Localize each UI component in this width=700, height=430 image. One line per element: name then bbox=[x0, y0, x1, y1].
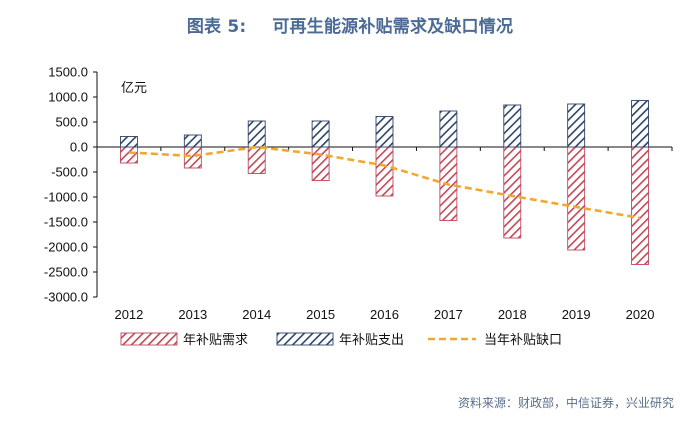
bars bbox=[119, 100, 650, 265]
y-tick-label: 0.0 bbox=[70, 140, 88, 155]
y-tick-label: -2000.0 bbox=[44, 240, 88, 255]
spending-bar bbox=[183, 134, 202, 148]
y-tick-label: -1500.0 bbox=[44, 215, 88, 230]
spending-bar bbox=[567, 103, 586, 148]
legend-demand-label: 年补贴需求 bbox=[183, 333, 248, 348]
x-tick-label: 2014 bbox=[242, 307, 271, 322]
legend-gap: 当年补贴缺口 bbox=[428, 333, 562, 348]
legend-gap-label: 当年补贴缺口 bbox=[484, 333, 562, 348]
spending-bar bbox=[119, 136, 138, 148]
chart-title: 图表 5: 可再生能源补贴需求及缺口情况 bbox=[0, 12, 700, 37]
chart-title-text: 可再生能源补贴需求及缺口情况 bbox=[272, 17, 514, 37]
y-tick-label: 500.0 bbox=[55, 115, 88, 130]
legend-spending-label: 年补贴支出 bbox=[339, 333, 404, 348]
demand-bar bbox=[247, 146, 266, 174]
x-tick-label: 2020 bbox=[626, 307, 655, 322]
gap-line-layer bbox=[128, 145, 641, 220]
legend-spending: 年补贴支出 bbox=[276, 332, 404, 348]
source-note: 资料来源：财政部，中信证券，兴业研究 bbox=[457, 396, 674, 410]
legend-spending-swatch bbox=[276, 332, 334, 346]
figure-number: 图表 5: bbox=[186, 17, 247, 37]
y-tick-label: -2500.0 bbox=[44, 265, 88, 280]
demand-bar bbox=[119, 146, 138, 164]
x-tick-label: 2012 bbox=[114, 307, 143, 322]
spending-bar bbox=[439, 110, 458, 148]
demand-bar bbox=[567, 146, 586, 251]
spending-bar bbox=[375, 116, 394, 148]
demand-bar bbox=[183, 146, 202, 169]
y-tick-label: 1500.0 bbox=[48, 65, 88, 80]
x-tick-label: 2018 bbox=[498, 307, 527, 322]
y-tick-label: 1000.0 bbox=[48, 90, 88, 105]
demand-bar bbox=[631, 146, 650, 265]
legend-demand-swatch bbox=[120, 332, 178, 346]
y-tick-label: -500.0 bbox=[51, 165, 88, 180]
spending-bar bbox=[247, 120, 266, 148]
spending-bar bbox=[311, 120, 330, 148]
y-tick-label: -1000.0 bbox=[44, 190, 88, 205]
unit-label: 亿元 bbox=[121, 81, 147, 96]
x-tick-label: 2013 bbox=[178, 307, 207, 322]
spending-bar bbox=[631, 100, 650, 148]
legend: 年补贴需求 年补贴支出 当年补贴缺口 bbox=[120, 332, 562, 348]
x-tick-label: 2016 bbox=[370, 307, 399, 322]
demand-bar bbox=[503, 146, 522, 239]
demand-bar bbox=[375, 146, 394, 197]
spending-bar bbox=[503, 104, 522, 148]
axis-labels: 亿元 1500.0 1000.0 500.0 0.0 -500.0 -1000.0 -150… bbox=[44, 65, 655, 323]
x-tick-label: 2015 bbox=[306, 307, 335, 322]
legend-demand: 年补贴需求 bbox=[120, 332, 248, 348]
x-tick-label: 2017 bbox=[434, 307, 463, 322]
demand-bar bbox=[311, 146, 330, 181]
x-tick-label: 2019 bbox=[562, 307, 591, 322]
y-tick-label: -3000.0 bbox=[44, 290, 88, 305]
gap-line bbox=[128, 145, 641, 220]
